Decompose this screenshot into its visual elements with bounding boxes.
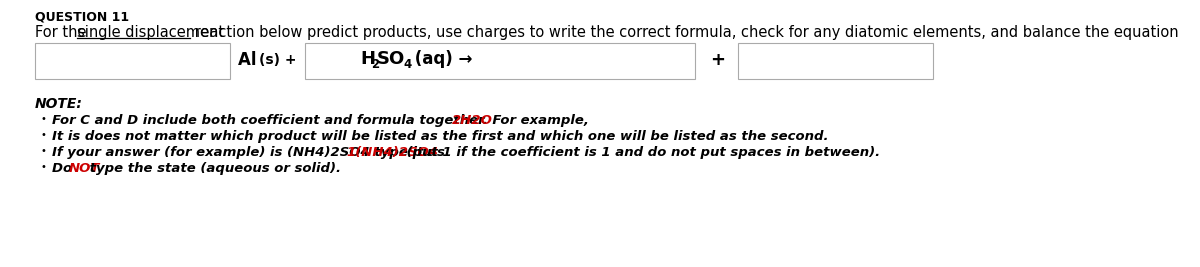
Text: •: • [40, 114, 46, 124]
Text: (put 1 if the coefficient is 1 and do not put spaces in between).: (put 1 if the coefficient is 1 and do no… [402, 146, 880, 159]
Text: +: + [710, 51, 725, 69]
FancyBboxPatch shape [35, 43, 230, 79]
Text: (s) +: (s) + [259, 53, 296, 67]
FancyBboxPatch shape [738, 43, 934, 79]
Text: H: H [360, 50, 374, 68]
Text: (aq) →: (aq) → [409, 50, 473, 68]
Text: single displacement: single displacement [77, 25, 224, 40]
Text: 4: 4 [403, 57, 412, 70]
Text: SO: SO [377, 50, 406, 68]
Text: reaction below predict products, use charges to write the correct formula, check: reaction below predict products, use cha… [190, 25, 1178, 40]
Text: NOT: NOT [68, 162, 100, 175]
Text: •: • [40, 130, 46, 140]
Text: NOTE:: NOTE: [35, 97, 83, 111]
Text: QUESTION 11: QUESTION 11 [35, 10, 130, 23]
Text: It is does not matter which product will be listed as the first and which one wi: It is does not matter which product will… [52, 130, 828, 143]
Text: 2: 2 [371, 57, 379, 70]
Text: If your answer (for example) is (NH4)2SO4 type it as: If your answer (for example) is (NH4)2SO… [52, 146, 450, 159]
Text: Al: Al [238, 51, 263, 69]
Text: 2H2O: 2H2O [451, 114, 492, 127]
Text: type the state (aqueous or solid).: type the state (aqueous or solid). [85, 162, 341, 175]
Text: Do: Do [52, 162, 77, 175]
Text: For C and D include both coefficient and formula together. For example,: For C and D include both coefficient and… [52, 114, 594, 127]
Text: •: • [40, 162, 46, 172]
Text: For the: For the [35, 25, 91, 40]
FancyBboxPatch shape [305, 43, 695, 79]
Text: 1(NH4)2SO4: 1(NH4)2SO4 [346, 146, 438, 159]
Text: •: • [40, 146, 46, 156]
